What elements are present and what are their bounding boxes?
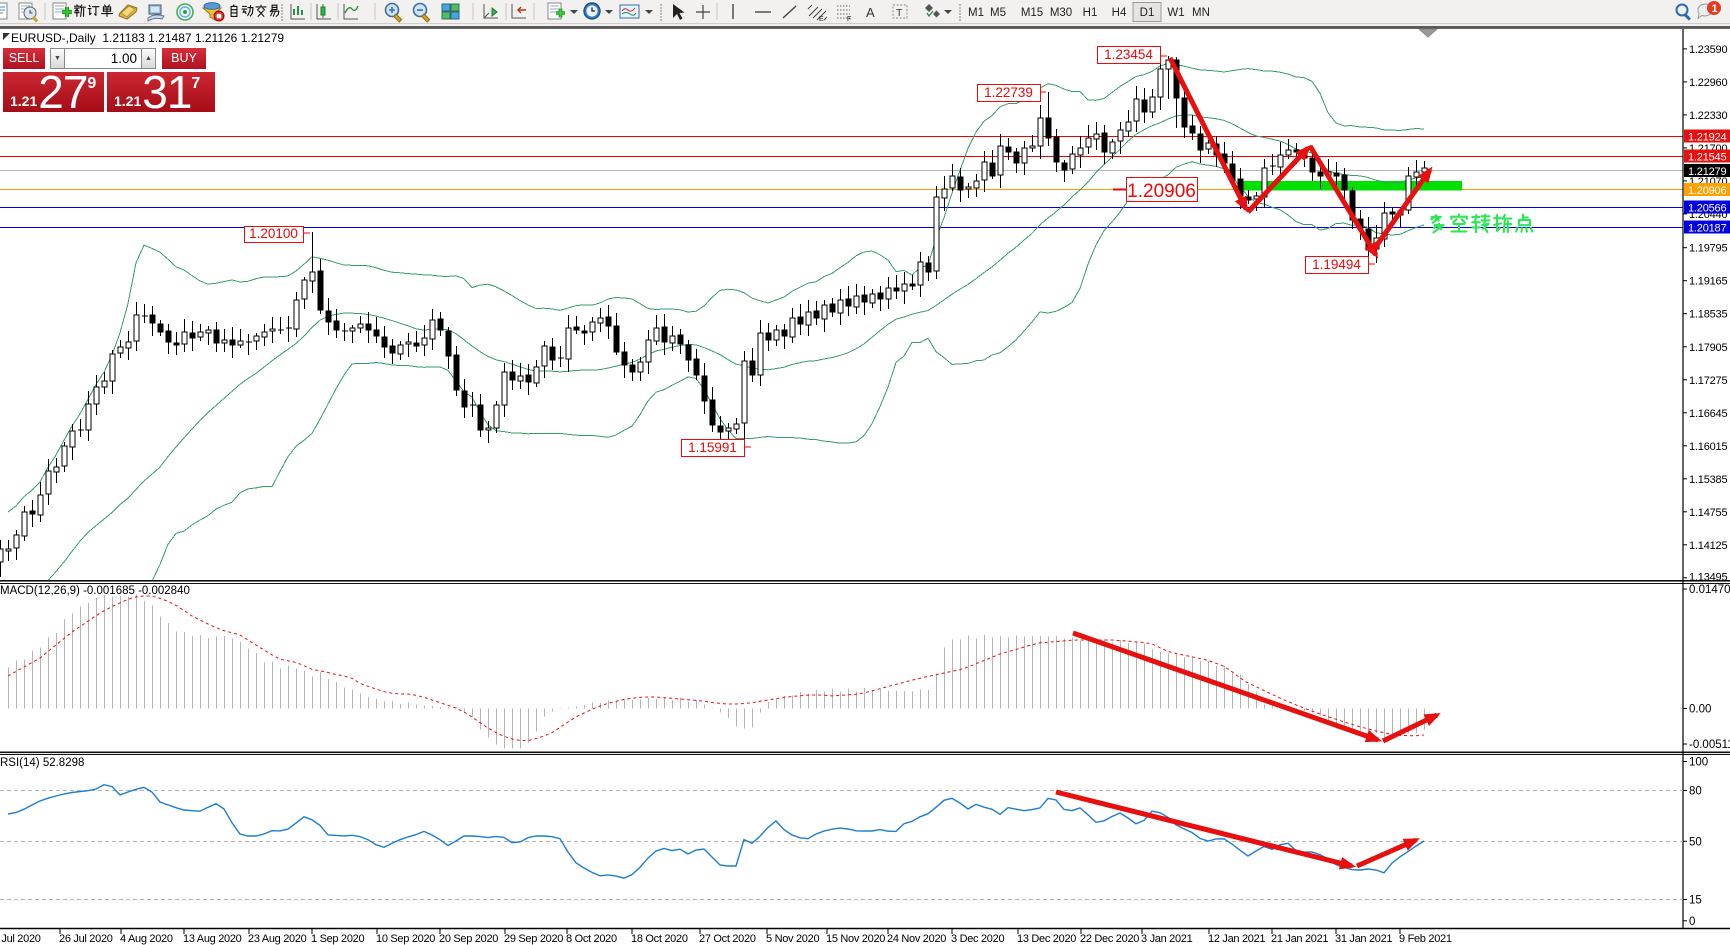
svg-text:20 Sep 2020: 20 Sep 2020 [439,933,498,945]
svg-text:M1: M1 [968,7,984,19]
svg-text:10 Sep 2020: 10 Sep 2020 [376,933,435,945]
svg-text:1.20187: 1.20187 [1688,223,1726,235]
svg-text:1.14125: 1.14125 [1689,540,1727,552]
svg-text:1.20906: 1.20906 [1127,181,1196,202]
svg-text:1.13495: 1.13495 [1689,571,1727,583]
svg-text:21 Jan 2021: 21 Jan 2021 [1271,933,1328,945]
svg-text:13 Dec 2020: 13 Dec 2020 [1017,933,1076,945]
svg-text:1.22960: 1.22960 [1689,77,1727,89]
svg-text:15 Nov 2020: 15 Nov 2020 [826,933,885,945]
svg-text:MN: MN [1192,7,1210,19]
svg-text:1.20906: 1.20906 [1688,185,1726,197]
svg-text:0: 0 [1689,916,1695,928]
svg-text:W1: W1 [1167,7,1184,19]
svg-text:13 Aug 2020: 13 Aug 2020 [183,933,242,945]
svg-text:F: F [847,16,851,23]
svg-text:1.14755: 1.14755 [1689,507,1727,519]
svg-text:-0.005113: -0.005113 [1689,739,1730,751]
svg-text:23 Aug 2020: 23 Aug 2020 [248,933,307,945]
svg-text:A: A [866,5,875,20]
svg-text:E: E [819,16,824,23]
svg-text:12 Jan 2021: 12 Jan 2021 [1208,933,1265,945]
svg-text:1.21924: 1.21924 [1688,132,1726,144]
svg-text:3 Dec 2020: 3 Dec 2020 [951,933,1004,945]
svg-text:H1: H1 [1083,7,1098,19]
svg-text:1.21279: 1.21279 [1688,166,1726,178]
svg-text:29 Sep 2020: 29 Sep 2020 [504,933,563,945]
svg-text:1.21545: 1.21545 [1688,152,1726,164]
svg-text:M5: M5 [990,7,1006,19]
svg-text:18 Oct 2020: 18 Oct 2020 [631,933,688,945]
svg-text:4 Aug 2020: 4 Aug 2020 [120,933,173,945]
svg-text:RSI(14) 52.8298: RSI(14) 52.8298 [0,757,84,769]
svg-text:1.16645: 1.16645 [1689,408,1727,420]
svg-text:1.22330: 1.22330 [1689,110,1727,122]
svg-text:1 Sep 2020: 1 Sep 2020 [311,933,364,945]
svg-text:1.19165: 1.19165 [1689,276,1727,288]
svg-text:15 Jul 2020: 15 Jul 2020 [0,933,41,945]
svg-text:22 Dec 2020: 22 Dec 2020 [1080,933,1139,945]
svg-text:1.18535: 1.18535 [1689,309,1727,321]
svg-text:26 Jul 2020: 26 Jul 2020 [59,933,113,945]
svg-text:27 Oct 2020: 27 Oct 2020 [699,933,756,945]
svg-text:1.20566: 1.20566 [1688,203,1726,215]
svg-text:1: 1 [1712,3,1718,15]
svg-text:1.16015: 1.16015 [1689,441,1727,453]
svg-text:1.15991: 1.15991 [688,440,737,455]
svg-text:D1: D1 [1140,7,1155,19]
svg-text:T: T [896,7,903,19]
svg-text:15: 15 [1689,895,1702,907]
svg-text:1.19795: 1.19795 [1689,243,1727,255]
svg-text:H4: H4 [1112,7,1127,19]
svg-text:MACD(12,26,9) -0.001685 -0.002: MACD(12,26,9) -0.001685 -0.002840 [0,585,190,597]
svg-text:1.20100: 1.20100 [249,226,298,241]
svg-text:80: 80 [1689,786,1702,798]
svg-text:100: 100 [1689,757,1708,769]
svg-text:1.17275: 1.17275 [1689,375,1727,387]
svg-text:0.00: 0.00 [1689,704,1711,716]
svg-text:1.19494: 1.19494 [1312,257,1361,272]
svg-text:1.23590: 1.23590 [1689,44,1727,56]
svg-text:1.15385: 1.15385 [1689,474,1727,486]
svg-text:50: 50 [1689,836,1702,848]
svg-text:24 Nov 2020: 24 Nov 2020 [887,933,946,945]
svg-text:3 Jan 2021: 3 Jan 2021 [1141,933,1193,945]
svg-text:1.23454: 1.23454 [1104,47,1153,62]
svg-text:1.17905: 1.17905 [1689,342,1727,354]
svg-text:M30: M30 [1050,7,1072,19]
svg-text:9 Feb 2021: 9 Feb 2021 [1399,933,1452,945]
svg-text:8 Oct 2020: 8 Oct 2020 [566,933,617,945]
svg-text:1.22739: 1.22739 [984,85,1033,100]
svg-text:0.014706: 0.014706 [1689,584,1730,596]
svg-text:31 Jan 2021: 31 Jan 2021 [1335,933,1392,945]
svg-text:5 Nov 2020: 5 Nov 2020 [766,933,819,945]
svg-text:M15: M15 [1021,7,1043,19]
